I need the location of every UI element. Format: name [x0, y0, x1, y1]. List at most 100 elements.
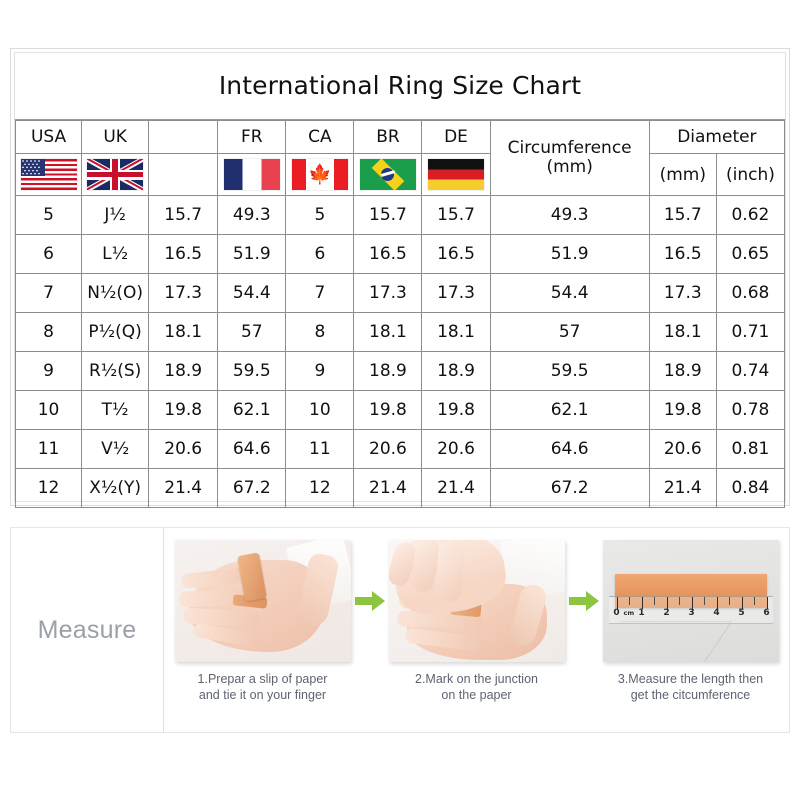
cell-br: 18.1	[353, 312, 423, 352]
step-2-caption-line2: on the paper	[441, 688, 512, 702]
cell-br: 18.9	[353, 351, 423, 391]
cell-dia_mm: 20.6	[648, 429, 717, 469]
col-header-ca: CA	[285, 120, 355, 154]
cell-fr: 49.3	[217, 195, 287, 235]
ruler-tick-major	[666, 597, 668, 609]
cell-dia_mm: 18.9	[648, 351, 717, 391]
cell-ca: 5	[285, 195, 355, 235]
cell-fr: 62.1	[217, 390, 287, 430]
cell-br: 19.8	[353, 390, 423, 430]
cell-de: 16.5	[421, 234, 491, 274]
table-row: 6 L½ 16.5 51.9 6 16.5 16.5 51.9 16.5 0.65	[14, 234, 786, 274]
measure-label-cell: Measure	[11, 528, 164, 732]
arrow-right-icon-2	[568, 540, 600, 662]
flag-cell-br	[353, 153, 423, 196]
header-row-country-codes: USA UK FR CA BR DE Circumference (mm) Di…	[14, 120, 786, 196]
cell-blank: 20.6	[148, 429, 219, 469]
flag-cell-uk	[81, 153, 150, 196]
cell-usa: 5	[14, 195, 83, 235]
cell-uk: R½(S)	[81, 351, 150, 391]
col-header-uk: UK	[81, 120, 150, 154]
cell-dia_mm: 15.7	[648, 195, 717, 235]
cell-usa: 7	[14, 273, 83, 313]
col-header-de: DE	[421, 120, 491, 154]
col-header-circumference: Circumference (mm)	[489, 120, 650, 196]
cell-circ: 59.5	[489, 351, 650, 391]
cell-blank: 17.3	[148, 273, 219, 313]
flag-cell-de	[421, 153, 491, 196]
cell-circ: 49.3	[489, 195, 650, 235]
ruler-tick-label: 2	[663, 608, 670, 618]
cell-de: 18.1	[421, 312, 491, 352]
table-header: USA UK FR CA BR DE Circumference (mm) Di…	[14, 120, 786, 196]
cell-dia_in: 0.65	[715, 234, 786, 274]
cell-fr: 64.6	[217, 429, 287, 469]
cell-dia_in: 0.84	[715, 468, 786, 508]
col-header-usa: USA	[14, 120, 83, 154]
table-row: 9 R½(S) 18.9 59.5 9 18.9 18.9 59.5 18.9 0.74	[14, 351, 786, 391]
table-row: 5 J½ 15.7 49.3 5 15.7 15.7 49.3 15.7 0.62	[14, 195, 786, 235]
cell-dia_mm: 21.4	[648, 468, 717, 508]
cell-uk: P½(Q)	[81, 312, 150, 352]
canada-flag-icon: 🍁	[291, 159, 348, 190]
cell-br: 15.7	[353, 195, 423, 235]
cell-dia_in: 0.81	[715, 429, 786, 469]
cell-de: 19.8	[421, 390, 491, 430]
ruler-tick-label: 5	[738, 608, 745, 618]
ring-size-table: USA UK FR CA BR DE Circumference (mm) Di…	[14, 120, 786, 508]
marking-paper-junction-photo	[388, 540, 565, 662]
ruler-tick-label: 0	[613, 608, 620, 618]
step-3-caption-line1: 3.Measure the length then	[617, 672, 764, 686]
cell-fr: 51.9	[217, 234, 287, 274]
arrow-right-icon-1	[354, 540, 386, 662]
step-2-caption-line1: 2.Mark on the junction	[415, 672, 538, 686]
uk-flag-icon	[87, 159, 144, 190]
cell-usa: 12	[14, 468, 83, 508]
table-row: 10 T½ 19.8 62.1 10 19.8 19.8 62.1 19.8 0.78	[14, 390, 786, 430]
cell-de: 15.7	[421, 195, 491, 235]
cell-dia_mm: 19.8	[648, 390, 717, 430]
measure-step-1-caption: 1.Prepar a slip of paper and tie it on y…	[173, 671, 353, 703]
cell-blank: 19.8	[148, 390, 219, 430]
cell-uk: T½	[81, 390, 150, 430]
cell-de: 18.9	[421, 351, 491, 391]
cell-uk: N½(O)	[81, 273, 150, 313]
cell-uk: J½	[81, 195, 150, 235]
ring-size-chart-panel: International Ring Size Chart USA UK FR …	[10, 48, 790, 508]
cell-fr: 54.4	[217, 273, 287, 313]
cell-de: 20.6	[421, 429, 491, 469]
cell-circ: 67.2	[489, 468, 650, 508]
france-flag-icon	[223, 159, 280, 190]
cell-fr: 59.5	[217, 351, 287, 391]
cell-dia_in: 0.78	[715, 390, 786, 430]
cell-dia_mm: 18.1	[648, 312, 717, 352]
ruler-tick-minor	[729, 597, 730, 605]
cell-blank: 21.4	[148, 468, 219, 508]
ruler-tick-major	[691, 597, 693, 609]
ruler-tick-major	[766, 597, 768, 609]
table-row: 7 N½(O) 17.3 54.4 7 17.3 17.3 54.4 17.3 0.68	[14, 273, 786, 313]
cell-dia_mm: 16.5	[648, 234, 717, 274]
cell-usa: 8	[14, 312, 83, 352]
table-body: 5 J½ 15.7 49.3 5 15.7 15.7 49.3 15.7 0.62 6 L½ 16.5 5…	[14, 195, 786, 508]
ruler-tick-major	[741, 597, 743, 609]
ruler-tick-minor	[754, 597, 755, 605]
flag-cell-usa	[14, 153, 83, 196]
cell-br: 16.5	[353, 234, 423, 274]
cell-usa: 10	[14, 390, 83, 430]
ruler-tick-major	[616, 597, 618, 609]
flag-cell-ca: 🍁	[285, 153, 355, 196]
measure-step-2-caption: 2.Mark on the junction on the paper	[387, 671, 567, 703]
cell-circ: 64.6	[489, 429, 650, 469]
cell-dia_in: 0.74	[715, 351, 786, 391]
cell-ca: 8	[285, 312, 355, 352]
cell-fr: 67.2	[217, 468, 287, 508]
cell-circ: 62.1	[489, 390, 650, 430]
cell-usa: 6	[14, 234, 83, 274]
cell-fr: 57	[217, 312, 287, 352]
col-header-blank	[148, 120, 219, 154]
cell-blank: 18.9	[148, 351, 219, 391]
cell-ca: 7	[285, 273, 355, 313]
brazil-flag-icon	[359, 159, 416, 190]
cell-de: 17.3	[421, 273, 491, 313]
